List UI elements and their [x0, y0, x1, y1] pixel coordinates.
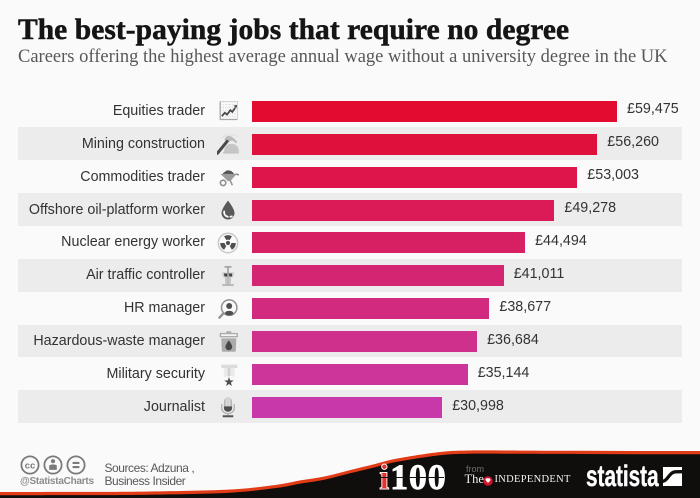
svg-text:cc: cc: [25, 460, 36, 471]
